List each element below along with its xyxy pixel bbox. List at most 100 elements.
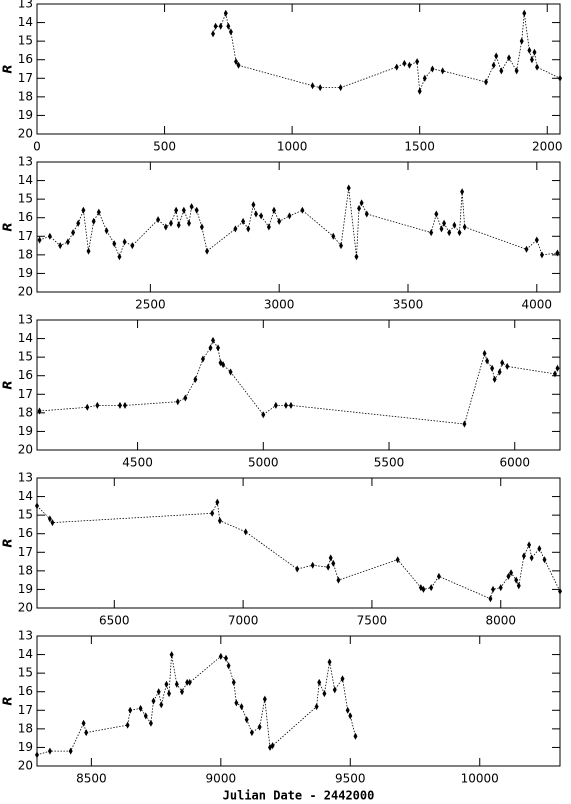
data-point	[249, 729, 254, 737]
data-point	[288, 401, 293, 409]
data-point	[527, 46, 532, 54]
y-tick-label: 17	[18, 229, 33, 243]
data-point	[524, 245, 529, 253]
data-point	[535, 63, 540, 71]
y-tick-label: 13	[18, 471, 33, 485]
data-point	[213, 22, 218, 30]
y-tick-label: 17	[18, 703, 33, 717]
data-point	[494, 52, 499, 60]
data-point	[300, 206, 305, 214]
data-point	[519, 37, 524, 45]
data-point	[117, 401, 122, 409]
data-point	[174, 206, 179, 214]
y-tick-label: 19	[18, 582, 33, 596]
x-tick-label: 4000	[522, 298, 553, 312]
data-point	[359, 199, 364, 207]
data-point	[189, 203, 194, 211]
data-point	[534, 236, 539, 244]
data-point	[529, 554, 534, 562]
data-point	[112, 240, 117, 248]
data-point	[310, 561, 315, 569]
x-tick-label: 8000	[485, 614, 516, 628]
y-axis-label: R	[1, 222, 15, 231]
data-line	[212, 11, 561, 92]
data-point	[317, 678, 322, 686]
data-point	[233, 58, 238, 66]
x-tick-label: 8500	[76, 772, 107, 786]
data-point	[210, 509, 215, 517]
data-point	[310, 82, 315, 90]
data-point	[429, 584, 434, 592]
data-point	[257, 723, 262, 731]
data-point	[558, 587, 562, 595]
data-point	[421, 585, 426, 593]
data-point	[37, 236, 42, 244]
y-tick-label: 19	[18, 740, 33, 754]
x-tick-label: 2500	[135, 298, 166, 312]
data-point	[216, 344, 221, 352]
data-point	[436, 572, 441, 580]
data-point	[460, 188, 465, 196]
data-point	[407, 61, 412, 69]
data-point	[175, 398, 180, 406]
x-tick-label: 500	[153, 140, 176, 154]
data-point	[221, 361, 226, 369]
data-point	[76, 219, 81, 227]
data-point	[261, 411, 266, 419]
y-tick-label: 13	[18, 155, 33, 169]
data-point	[58, 242, 63, 250]
data-point	[81, 719, 86, 727]
data-point	[506, 54, 511, 62]
data-point	[277, 217, 282, 225]
data-point	[176, 221, 181, 229]
x-tick-label: 9000	[206, 772, 237, 786]
data-point	[498, 584, 503, 592]
data-point	[179, 688, 184, 696]
data-point	[200, 355, 205, 363]
data-point	[91, 217, 96, 225]
x-tick-label: 5500	[374, 456, 405, 470]
data-point	[331, 559, 336, 567]
data-point	[514, 67, 519, 75]
y-axis-label: R	[1, 538, 15, 547]
data-point	[181, 206, 186, 214]
data-point	[287, 212, 292, 220]
y-tick-label: 16	[18, 210, 33, 224]
data-point	[143, 712, 148, 720]
data-point	[499, 67, 504, 75]
y-tick-label: 13	[18, 0, 33, 11]
x-tick-label: 0	[33, 140, 41, 154]
data-point	[156, 216, 161, 224]
data-point	[552, 370, 557, 378]
data-point	[522, 9, 527, 17]
data-point	[226, 662, 231, 670]
data-point	[117, 253, 122, 261]
data-point	[500, 359, 505, 367]
y-tick-label: 19	[18, 424, 33, 438]
data-point	[514, 576, 519, 584]
data-point	[331, 232, 336, 240]
y-tick-label: 15	[18, 508, 33, 522]
data-point	[251, 201, 256, 209]
data-point	[253, 210, 258, 218]
data-point	[539, 251, 544, 259]
y-tick-label: 18	[18, 247, 33, 261]
data-point	[47, 515, 52, 523]
y-tick-label: 17	[18, 387, 33, 401]
y-tick-label: 19	[18, 266, 33, 280]
data-point	[295, 565, 300, 573]
data-point	[104, 227, 109, 235]
data-point	[167, 690, 172, 698]
data-point	[205, 247, 210, 255]
y-tick-label: 17	[18, 545, 33, 559]
data-point	[71, 229, 76, 237]
data-point	[415, 58, 420, 66]
x-tick-label: 2000	[532, 140, 563, 154]
data-point	[35, 751, 39, 759]
data-point	[199, 223, 204, 231]
data-point	[429, 229, 434, 237]
y-axis-label: R	[1, 696, 15, 705]
data-point	[283, 401, 288, 409]
